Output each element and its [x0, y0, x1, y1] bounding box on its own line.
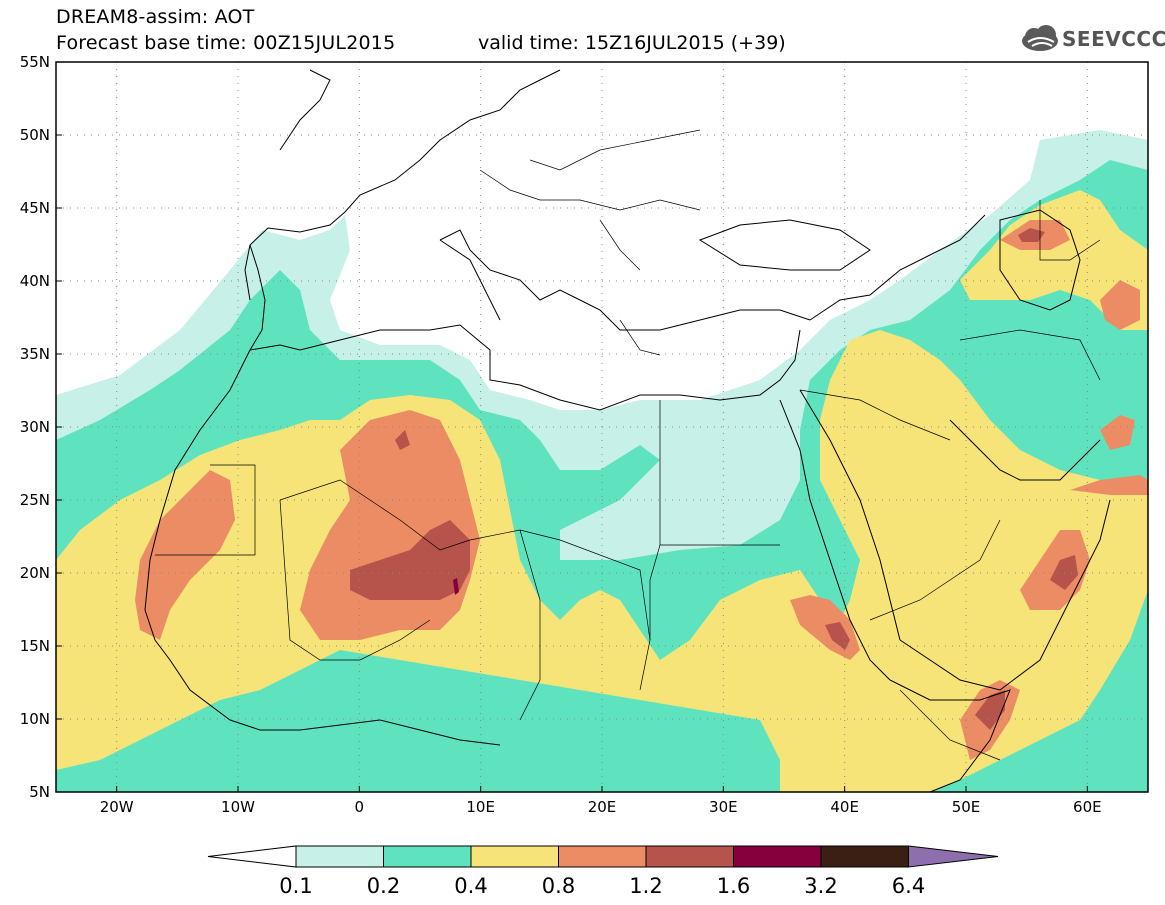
colorbar-swatch: [383, 845, 472, 868]
colorbar-swatch: [645, 845, 734, 868]
forecast-base-time: Forecast base time: 00Z15JUL2015: [56, 32, 396, 54]
longitude-label: 10W: [221, 798, 255, 816]
longitude-label: 20E: [588, 798, 617, 816]
colorbar-swatch: [733, 845, 822, 868]
aot-level-1.2-caspian: [1018, 228, 1045, 242]
latitude-labels: 55N 50N 45N 40N 35N 30N 25N 20N 15N 10N 5N: [20, 53, 62, 801]
colorbar-swatch: [470, 845, 559, 868]
colorbar-swatch: [558, 845, 647, 868]
aot-level-1.2-sahara: [350, 520, 470, 600]
map-title: DREAM8-assim: AOT: [56, 6, 255, 28]
aot-level-0.8-gulf: [1100, 415, 1135, 450]
valid-time: valid time: 15Z16JUL2015 (+39): [478, 32, 786, 54]
longitude-label: 40E: [830, 798, 859, 816]
colorbar-swatch: [820, 845, 909, 868]
colorbar-under-arrow: [207, 845, 297, 868]
colorbar-swatch: [295, 845, 384, 868]
logo-text: SEEVCCC: [1062, 27, 1165, 51]
aot-level-1.2-redsea: [825, 622, 850, 650]
latitude-label: 25N: [20, 491, 50, 509]
aot-level-0.8-oman: [1070, 475, 1148, 495]
colorbar: 0.1 0.2 0.4 0.8 1.2 1.6 3.2 6.4: [207, 845, 999, 898]
grid-lines: [56, 61, 1148, 793]
longitude-label: 0: [355, 798, 365, 816]
longitude-label: 10E: [466, 798, 495, 816]
latitude-label: 55N: [20, 53, 50, 71]
colorbar-label: 0.8: [542, 874, 575, 898]
aot-level-0.8-iran: [1100, 280, 1140, 330]
longitude-label: 20W: [100, 798, 134, 816]
colorbar-label: 1.6: [717, 874, 750, 898]
longitude-label: 50E: [952, 798, 981, 816]
colorbar-label: 0.4: [454, 874, 487, 898]
aot-level-1.2-north: [395, 430, 410, 450]
colorbar-label: 6.4: [892, 874, 925, 898]
colorbar-label: 1.2: [629, 874, 662, 898]
latitude-label: 35N: [20, 345, 50, 363]
longitude-label: 30E: [709, 798, 738, 816]
latitude-label: 45N: [20, 199, 50, 217]
colorbar-label: 0.2: [367, 874, 400, 898]
latitude-label: 50N: [20, 126, 50, 144]
country-borders: [155, 129, 1101, 761]
colorbar-over-arrow: [908, 845, 999, 868]
colorbar-label: 0.1: [279, 874, 312, 898]
aot-level-0.4: [56, 330, 1148, 792]
coastlines: [144, 69, 1111, 792]
latitude-label: 5N: [29, 783, 50, 801]
latitude-label: 20N: [20, 564, 50, 582]
latitude-label: 30N: [20, 418, 50, 436]
latitude-label: 10N: [20, 710, 50, 728]
latitude-label: 40N: [20, 272, 50, 290]
colorbar-label: 3.2: [804, 874, 837, 898]
longitude-label: 60E: [1073, 798, 1102, 816]
aot-level-1.6: [453, 578, 459, 595]
latitude-label: 15N: [20, 637, 50, 655]
longitude-labels: 20W 10W 0 10E 20E 30E 40E 50E 60E: [100, 786, 1102, 816]
cloud-icon: [1022, 25, 1058, 51]
